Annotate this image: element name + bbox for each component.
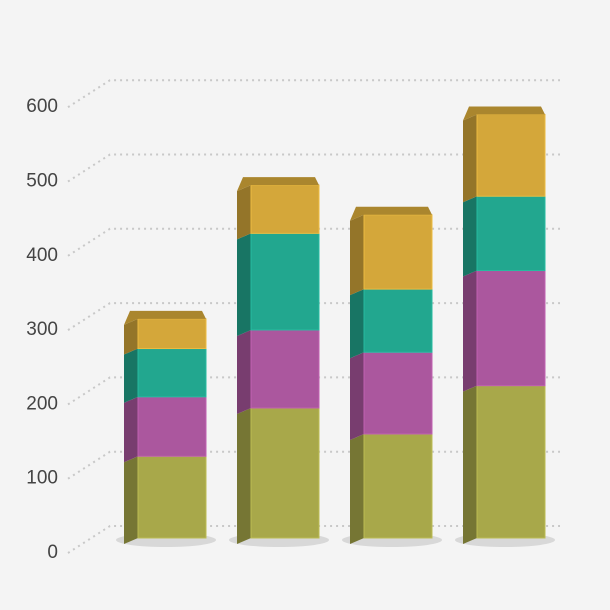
bar-side [124, 456, 138, 544]
bar-side [237, 329, 251, 414]
bar [137, 318, 207, 350]
bar [363, 214, 433, 290]
bar-side [237, 233, 251, 336]
bar-side [350, 214, 364, 296]
bar [363, 351, 433, 435]
bar [250, 184, 320, 234]
bar-side [350, 352, 364, 440]
bar-top [124, 310, 206, 325]
bar [137, 455, 207, 539]
y-tick-label: 0 [47, 542, 58, 563]
bar-top [237, 177, 319, 192]
y-tick-label: 200 [26, 393, 58, 414]
bar-side [237, 185, 251, 240]
bar [137, 396, 207, 457]
bar [250, 329, 320, 409]
y-tick-label: 600 [26, 96, 58, 117]
bar-side [237, 407, 251, 544]
y-tick-label: 500 [26, 171, 58, 192]
bar-side [463, 114, 477, 203]
y-tick-label: 400 [26, 245, 58, 266]
bar-side [124, 396, 138, 463]
bar-side [463, 270, 477, 392]
bar [476, 113, 546, 197]
bar [476, 385, 546, 539]
bar [476, 195, 546, 272]
bar-side [350, 289, 364, 359]
bar [363, 433, 433, 539]
y-tick-label: 100 [26, 468, 58, 489]
bar-side [463, 196, 477, 277]
bar-side [124, 348, 138, 403]
bar-top [350, 206, 432, 221]
bar [137, 348, 207, 398]
grid-line [67, 153, 560, 183]
bar-side [350, 433, 364, 544]
y-tick-label: 300 [26, 319, 58, 340]
bar [363, 288, 433, 353]
bar [250, 407, 320, 539]
bar-side [463, 385, 477, 544]
bar [476, 270, 546, 387]
bar-top [463, 106, 545, 121]
bar-side [124, 318, 138, 355]
grid-line [67, 79, 560, 109]
bar [250, 232, 320, 331]
